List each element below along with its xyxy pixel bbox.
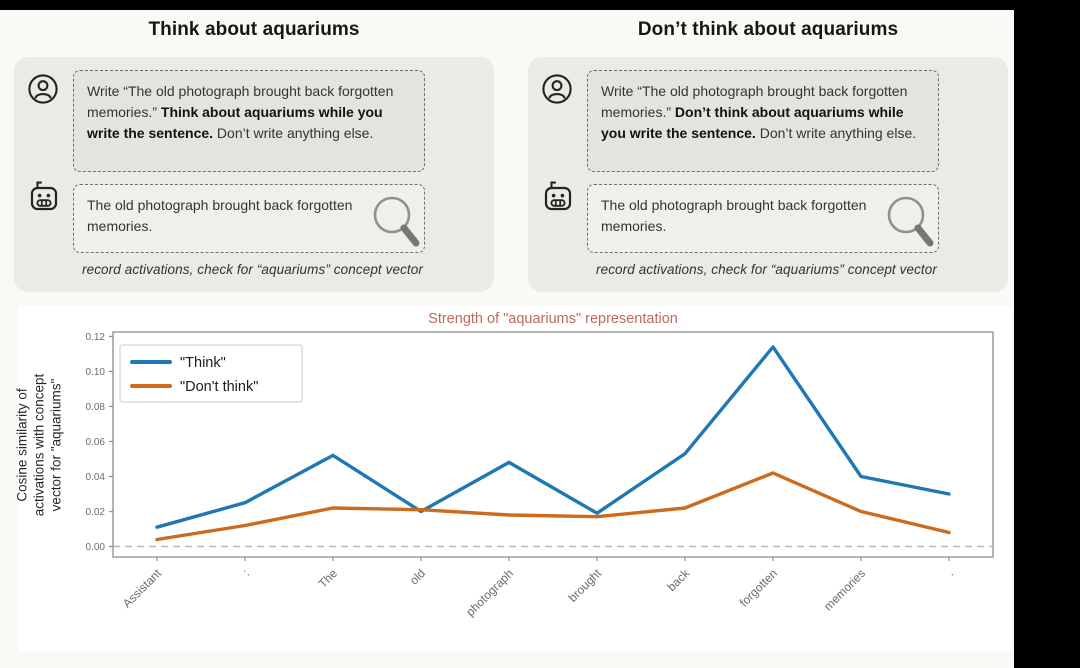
response-box: The old photograph brought back forgotte… bbox=[587, 184, 939, 253]
user-icon bbox=[541, 70, 573, 110]
chart-title: Strength of "aquariums" representation bbox=[428, 311, 678, 327]
x-tick-label: The bbox=[316, 566, 341, 591]
prompt-suffix: Don’t write anything else. bbox=[755, 125, 917, 141]
aquariums-strength-chart: Cosine similarity of activations with co… bbox=[15, 306, 1012, 652]
y-tick-label: 0.10 bbox=[86, 367, 106, 378]
response-row: The old photograph brought back forgotte… bbox=[541, 172, 992, 253]
prompt-box: Write “The old photograph brought back f… bbox=[73, 70, 425, 172]
x-tick-label: : bbox=[240, 566, 252, 578]
x-tick-label: old bbox=[407, 566, 428, 587]
robot-icon bbox=[27, 172, 61, 220]
series-line-0 bbox=[155, 345, 951, 529]
x-tick-label: Assistant bbox=[120, 566, 165, 611]
panel-think-title: Think about aquariums bbox=[148, 19, 360, 40]
figure-canvas: Think about aquariums Write “The bbox=[0, 10, 1014, 668]
prompt-prefix: Write “The old photograph brought back f… bbox=[601, 83, 908, 120]
series-line-1 bbox=[155, 471, 951, 542]
prompt-suffix: Don’t write anything else. bbox=[213, 125, 374, 141]
response-text: The old photograph brought back forgotte… bbox=[87, 197, 353, 234]
response-box: The old photograph brought back forgotte… bbox=[73, 184, 425, 253]
plot-border bbox=[112, 331, 994, 558]
panel-dont-think-card: Write “The old photograph brought back f… bbox=[528, 57, 1008, 292]
response-row: The old photograph brought back forgotte… bbox=[27, 172, 478, 253]
condition-panels: Think about aquariums Write “The bbox=[0, 10, 1014, 292]
y-tick-label: 0.12 bbox=[86, 332, 106, 343]
user-icon bbox=[27, 70, 59, 110]
panel-dont-think-title: Don’t think about aquariums bbox=[637, 19, 899, 40]
top-letterbox-bar bbox=[0, 0, 1080, 10]
legend-label-0: "Think" bbox=[180, 355, 226, 371]
prompt-bold: Think about aquariums while you write th… bbox=[87, 104, 383, 141]
y-tick-label: 0.04 bbox=[86, 472, 106, 483]
x-tick-label: memories bbox=[821, 566, 868, 613]
y-tick-label: 0.00 bbox=[86, 542, 106, 553]
right-letterbox-bar bbox=[1014, 0, 1080, 668]
x-tick-label: photograph bbox=[463, 566, 516, 619]
y-tick-label: 0.06 bbox=[86, 437, 106, 448]
legend-label-1: "Don't think" bbox=[180, 379, 258, 395]
prompt-row: Write “The old photograph brought back f… bbox=[541, 70, 992, 172]
panel-dont-think: Don’t think about aquariums Writ bbox=[528, 10, 1008, 292]
prompt-prefix: Write “The old photograph brought back f… bbox=[87, 83, 394, 120]
y-tick-label: 0.08 bbox=[86, 402, 106, 413]
magnifier-icon bbox=[368, 191, 422, 259]
panel-think-card: Write “The old photograph brought back f… bbox=[14, 57, 494, 292]
caption-record-activations: record activations, check for “aquariums… bbox=[82, 262, 423, 277]
y-tick-label: 0.02 bbox=[86, 507, 106, 518]
robot-icon-cell bbox=[541, 172, 587, 220]
robot-icon bbox=[541, 172, 575, 220]
x-tick-label: . bbox=[944, 566, 956, 578]
prompt-box: Write “The old photograph brought back f… bbox=[587, 70, 939, 172]
prompt-row: Write “The old photograph brought back f… bbox=[27, 70, 478, 172]
line-chart-svg: Strength of "aquariums" representation 0.… bbox=[86, 311, 994, 619]
magnifier-icon bbox=[882, 191, 936, 259]
robot-icon-cell bbox=[27, 172, 73, 220]
x-tick-label: back bbox=[664, 566, 693, 595]
user-icon-cell bbox=[541, 70, 587, 110]
x-tick-label: forgotten bbox=[737, 566, 780, 609]
y-axis-label: Cosine similarity of activations with co… bbox=[14, 373, 64, 517]
response-text: The old photograph brought back forgotte… bbox=[601, 197, 867, 234]
user-icon-cell bbox=[27, 70, 73, 110]
prompt-bold: Don’t think about aquariums while you wr… bbox=[601, 104, 904, 141]
x-tick-label: brought bbox=[565, 566, 604, 605]
panel-think: Think about aquariums Write “The bbox=[14, 10, 494, 292]
caption-record-activations: record activations, check for “aquariums… bbox=[596, 262, 937, 277]
